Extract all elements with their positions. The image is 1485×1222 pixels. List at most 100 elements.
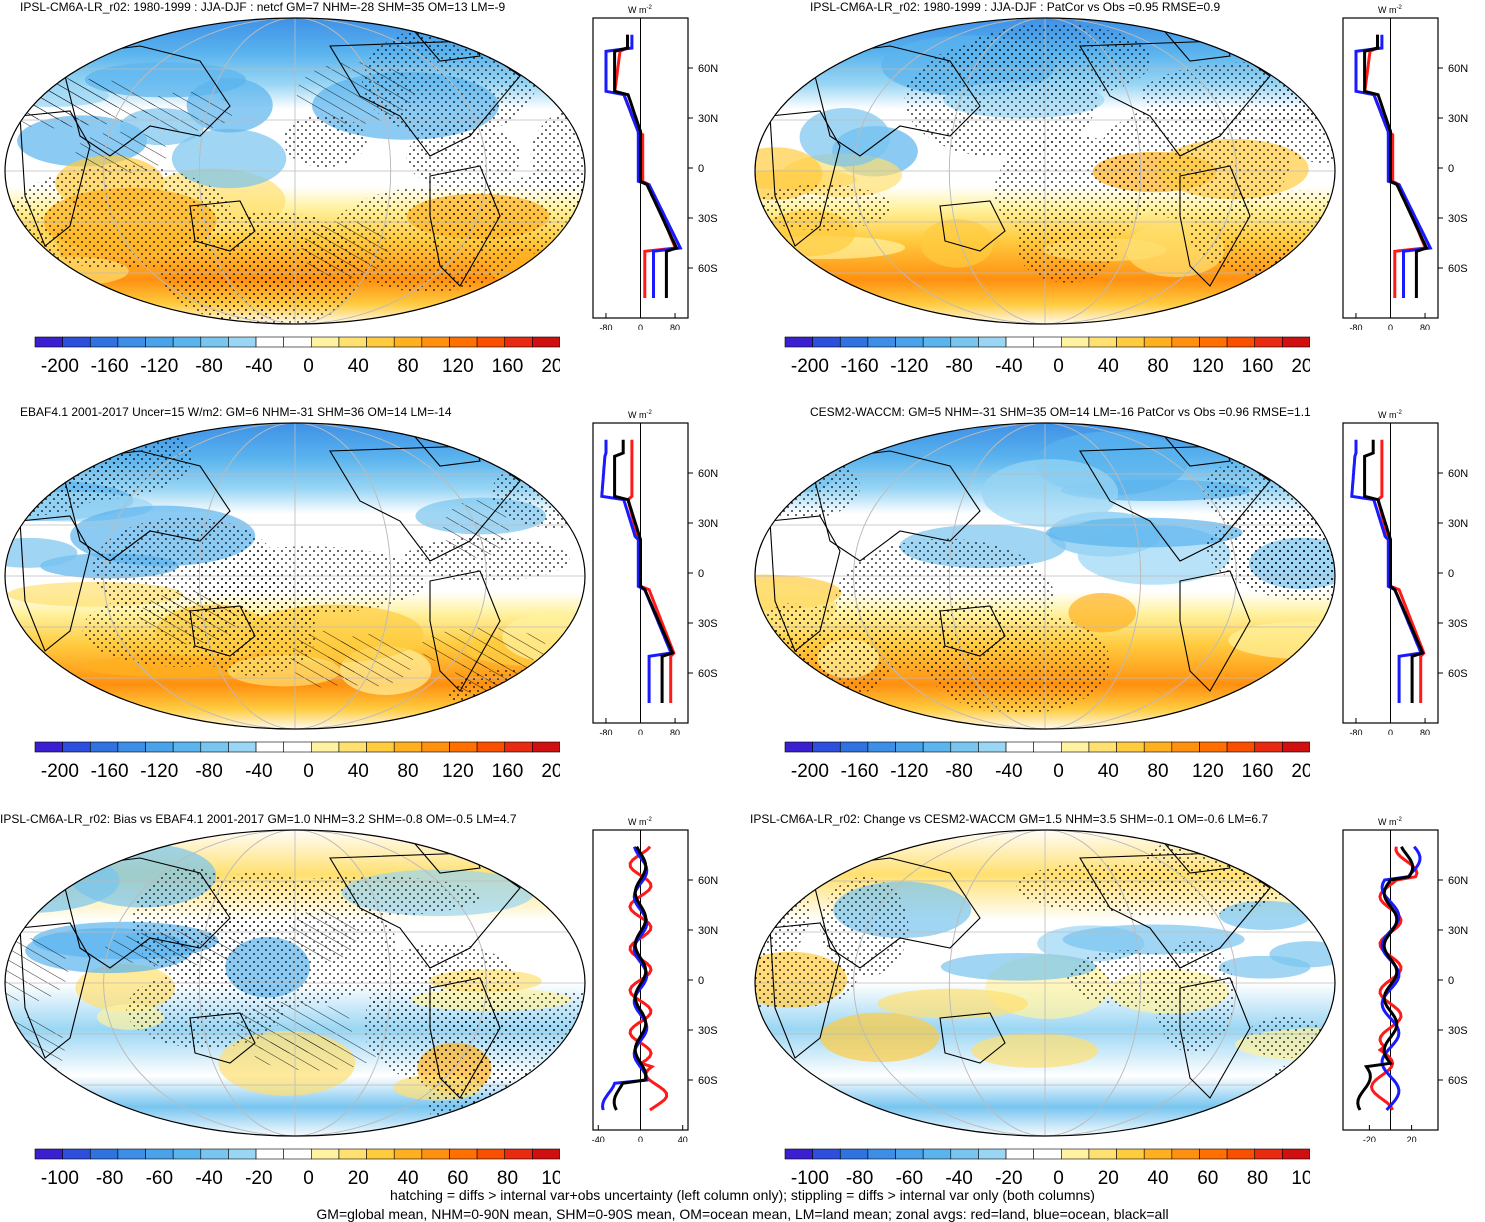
- x-tick-label: 0: [638, 728, 643, 735]
- lat-tick-label: 0: [1448, 163, 1454, 175]
- colorbar-box: [785, 742, 813, 752]
- colorbar-label: -60: [146, 1168, 173, 1189]
- colorbar-box: [256, 337, 284, 347]
- x-tick-label: -20: [1363, 1135, 1376, 1142]
- colorbar-label: 20: [1098, 1168, 1119, 1189]
- hatching: [420, 628, 547, 668]
- colorbar-box: [532, 337, 560, 347]
- colorbar-box: [785, 1149, 813, 1159]
- colorbar-box: [978, 742, 1006, 752]
- hatching: [139, 591, 237, 644]
- colorbar-label: -60: [896, 1168, 923, 1189]
- map-panel-5: IPSL-CM6A-LR_r02: Bias vs EBAF4.1 2001-2…: [0, 812, 740, 1202]
- colorbar-box: [284, 1149, 312, 1159]
- colorbar-box: [868, 1149, 896, 1159]
- colorbar-label: 40: [1098, 761, 1119, 782]
- x-tick-label: -40: [592, 1135, 605, 1142]
- units-label: W m-2: [1378, 5, 1402, 15]
- anomaly-patch: [921, 219, 994, 268]
- colorbar-label: -40: [945, 1168, 972, 1189]
- colorbar-box: [840, 1149, 868, 1159]
- colorbar-box: [923, 337, 951, 347]
- lat-tick-label: 60N: [1448, 468, 1468, 480]
- colorbar-label: -80: [945, 761, 972, 782]
- colorbar-box: [868, 337, 896, 347]
- colorbar-box: [896, 742, 924, 752]
- colorbar-box: [339, 742, 367, 752]
- lat-tick-label: 60S: [698, 1075, 718, 1087]
- colorbar-box: [1172, 1149, 1200, 1159]
- colorbar-label: 40: [348, 761, 369, 782]
- colorbar-label: 0: [303, 1168, 314, 1189]
- colorbar-box: [1034, 742, 1062, 752]
- anomaly-patch: [982, 459, 1118, 527]
- colorbar-box: [118, 337, 146, 347]
- panel-title: IPSL-CM6A-LR_r02: 1980-1999 : JJA-DJF : …: [20, 0, 505, 14]
- colorbar-box: [1117, 337, 1145, 347]
- colorbar-box: [1144, 742, 1172, 752]
- colorbar-box: [173, 742, 201, 752]
- colorbar-label: -120: [890, 761, 928, 782]
- colorbar-box: [201, 337, 229, 347]
- x-tick-label: 0: [1388, 728, 1393, 735]
- colorbar-box: [813, 742, 841, 752]
- colorbar-label: 80: [1147, 356, 1168, 377]
- colorbar-box: [1061, 742, 1089, 752]
- lat-tick-label: 60N: [698, 63, 718, 75]
- colorbar-label: -100: [41, 1168, 79, 1189]
- colorbar-label: 0: [303, 761, 314, 782]
- colorbar-label: 100: [541, 1168, 560, 1189]
- hatching: [291, 631, 358, 688]
- colorbar: -200-160-120-80-4004080120160200: [750, 335, 1310, 380]
- colorbar-box: [813, 1149, 841, 1159]
- colorbar-box: [477, 1149, 505, 1159]
- colorbar-box: [840, 742, 868, 752]
- colorbar-box: [311, 742, 339, 752]
- map-panel-6: IPSL-CM6A-LR_r02: Change vs CESM2-WACCM …: [750, 812, 1485, 1202]
- world-map: [750, 828, 1340, 1142]
- colorbar: -200-160-120-80-4004080120160200: [0, 740, 560, 785]
- colorbar-box: [367, 742, 395, 752]
- lat-tick-label: 0: [1448, 568, 1454, 580]
- colorbar-box: [449, 337, 477, 347]
- colorbar-label: 80: [1247, 1168, 1268, 1189]
- colorbar-box: [923, 742, 951, 752]
- colorbar-box: [63, 337, 91, 347]
- colorbar-box: [35, 337, 63, 347]
- world-map: [0, 16, 590, 330]
- colorbar-box: [367, 1149, 395, 1159]
- anomaly-patch: [971, 1033, 1098, 1068]
- colorbar-box: [394, 742, 422, 752]
- colorbar-label: -40: [995, 761, 1022, 782]
- colorbar-label: -40: [995, 356, 1022, 377]
- x-tick-label: -80: [1349, 323, 1362, 330]
- colorbar-box: [35, 1149, 63, 1159]
- colorbar-label: -80: [846, 1168, 873, 1189]
- map-panel-1: IPSL-CM6A-LR_r02: 1980-1999 : JJA-DJF : …: [0, 0, 740, 390]
- colorbar-label: 200: [1291, 356, 1310, 377]
- hatching: [105, 931, 245, 966]
- colorbar-label: 200: [1291, 761, 1310, 782]
- colorbar-box: [173, 1149, 201, 1159]
- colorbar-box: [477, 337, 505, 347]
- anomaly-patch: [800, 108, 891, 167]
- stippling: [957, 24, 1151, 98]
- colorbar-box: [228, 1149, 256, 1159]
- lat-tick-label: 60S: [698, 668, 718, 680]
- units-label: W m-2: [628, 5, 652, 15]
- colorbar-box: [90, 337, 118, 347]
- colorbar-label: -80: [195, 761, 222, 782]
- colorbar-box: [394, 337, 422, 347]
- colorbar-label: 80: [497, 1168, 518, 1189]
- hatching: [297, 62, 414, 124]
- colorbar-label: 60: [1197, 1168, 1218, 1189]
- colorbar-box: [228, 337, 256, 347]
- anomaly-patch: [878, 989, 1029, 1019]
- units-label: W m-2: [1378, 817, 1402, 827]
- colorbar-label: 20: [348, 1168, 369, 1189]
- colorbar-label: 200: [541, 761, 560, 782]
- panel-title: IPSL-CM6A-LR_r02: 1980-1999 : JJA-DJF : …: [810, 0, 1220, 14]
